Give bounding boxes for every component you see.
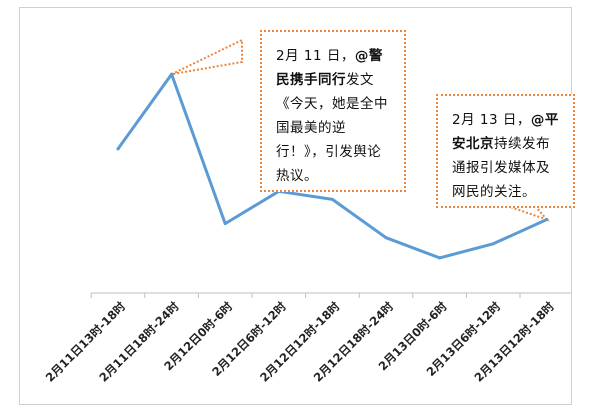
series-layer — [116, 72, 549, 260]
data-point-6 — [384, 236, 388, 240]
callout-1-pointer — [171, 38, 243, 76]
data-point-8 — [491, 242, 495, 246]
data-point-5 — [330, 197, 334, 201]
annotation-2-text: 持续发布通报引发媒体及网民的关注。 — [452, 136, 550, 200]
data-point-9 — [545, 218, 549, 222]
data-point-7 — [438, 256, 442, 260]
x-tick-labels: 2月11日13时-18时2月11日18时-24时2月12日0时-6时2月12日6… — [43, 299, 558, 385]
data-point-3 — [223, 222, 227, 226]
annotation-2-date: 2月 13 日， — [452, 112, 531, 128]
annotation-callout-1: 2月 11 日，@警民携手同行发文《今天，她是全中国最美的逆行！》，引发舆论热议… — [260, 30, 406, 192]
x-axis — [90, 292, 571, 298]
line-chart: 2月11日13时-18时2月11日18时-24时2月12日0时-6时2月12日6… — [43, 38, 571, 385]
data-point-2 — [170, 72, 174, 76]
data-point-1 — [116, 147, 120, 151]
annotation-1-text: 发文《今天，她是全中国最美的逆行！》，引发舆论热议。 — [276, 72, 388, 184]
annotation-2-handle: @平安北京 — [452, 112, 559, 152]
annotation-1-handle: @警民携手同行 — [276, 48, 383, 88]
annotation-callout-2: 2月 13 日，@平安北京持续发布通报引发媒体及网民的关注。 — [436, 94, 575, 208]
chart-frame: 2月11日13时-18时 2月11日18时-24时 2月12日0时-6时 2月12日6… — [19, 7, 575, 405]
annotation-1-date: 2月 11 日， — [276, 48, 355, 64]
